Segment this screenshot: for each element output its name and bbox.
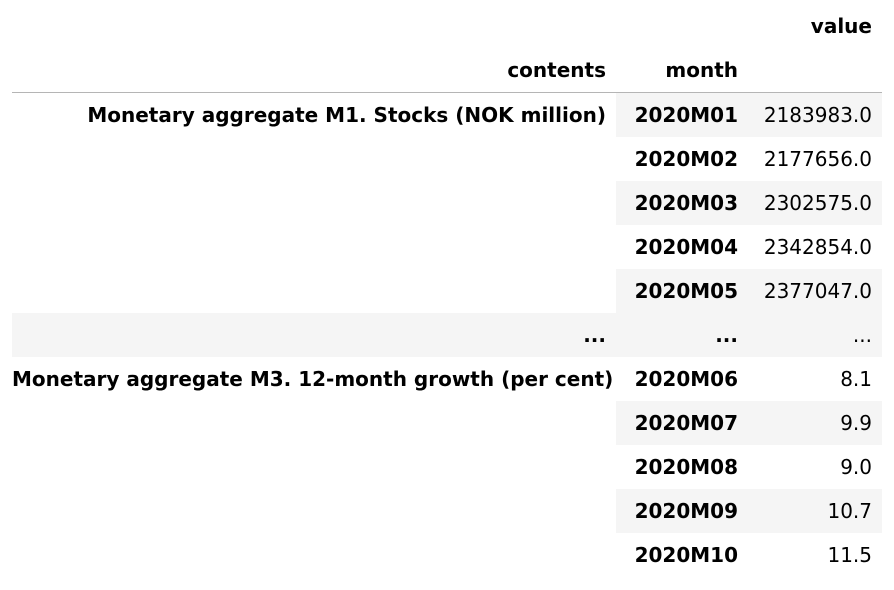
header-row-columns: value <box>12 4 882 48</box>
table-row: 2020M05 2377047.0 <box>12 269 882 313</box>
table-row: Monetary aggregate M3. 12-month growth (… <box>12 357 882 577</box>
table-row: 2020M03 2302575.0 <box>12 181 882 225</box>
row-label-month: 2020M09 <box>616 489 748 533</box>
cell-value: 2377047.0 <box>748 269 882 313</box>
cell-value: 10.7 <box>748 489 882 533</box>
row-label-month: 2020M04 <box>634 235 738 259</box>
cell-value: 2342854.0 <box>763 235 872 259</box>
header-row-index-names: contents month <box>12 48 882 93</box>
table-header: value contents month <box>12 4 882 93</box>
cell-value: 11.5 <box>827 543 872 567</box>
row-label-month: 2020M07 <box>616 401 748 445</box>
cell-value: 8.1 <box>840 367 872 391</box>
cell-value: 2183983.0 <box>748 92 882 137</box>
cell-value: 9.0 <box>840 455 872 479</box>
ellipsis-value: ... <box>748 313 882 357</box>
row-label-month: 2020M05 <box>616 269 748 313</box>
ellipsis-row: ... ... ... <box>12 313 882 357</box>
table-row: 2020M04 2342854.0 <box>12 225 882 269</box>
row-label-month: 2020M10 <box>634 543 738 567</box>
row-label-month: 2020M02 <box>634 147 738 171</box>
header-blank-cell <box>748 48 882 93</box>
cell-value: 2177656.0 <box>763 147 872 171</box>
table-body: Monetary aggregate M1. Stocks (NOK milli… <box>12 92 882 577</box>
table-row: 2020M08 9.0 <box>12 445 882 489</box>
row-label-month: 2020M01 <box>616 92 748 137</box>
row-label-month: 2020M06 <box>634 367 738 391</box>
table-row: Monetary aggregate M1. Stocks (NOK milli… <box>12 92 882 313</box>
table-row: 2020M10 11.5 <box>12 533 882 577</box>
cell-value: 2302575.0 <box>748 181 882 225</box>
header-blank-cell <box>12 4 616 48</box>
row-label-contents: Monetary aggregate M3. 12-month growth (… <box>12 357 616 577</box>
row-label-month: 2020M03 <box>616 181 748 225</box>
table-row: 2020M09 10.7 <box>12 489 882 533</box>
dataframe-table: value contents month Monetary aggregate … <box>12 4 882 577</box>
row-label-month: 2020M08 <box>634 455 738 479</box>
table-row: 2020M02 2177656.0 <box>12 137 882 181</box>
index-name-month: month <box>616 48 748 93</box>
row-label-contents: Monetary aggregate M1. Stocks (NOK milli… <box>12 92 616 313</box>
ellipsis-month: ... <box>616 313 748 357</box>
column-header-value: value <box>810 14 872 38</box>
cell-value: 9.9 <box>748 401 882 445</box>
header-blank-cell <box>616 4 748 48</box>
table-row: 2020M07 9.9 <box>12 401 882 445</box>
index-name-contents: contents <box>12 48 616 93</box>
ellipsis-contents: ... <box>12 313 616 357</box>
